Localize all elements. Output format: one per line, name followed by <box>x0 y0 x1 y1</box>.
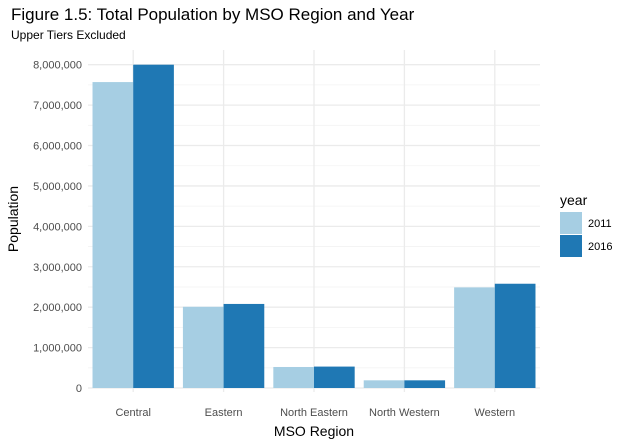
y-tick-label: 3,000,000 <box>33 262 82 274</box>
y-axis-label: Population <box>5 186 21 252</box>
bar-2016 <box>133 64 174 388</box>
legend-swatch <box>560 235 582 257</box>
y-tick-label: 8,000,000 <box>33 60 82 72</box>
y-tick-label: 2,000,000 <box>33 302 82 314</box>
chart-title: Figure 1.5: Total Population by MSO Regi… <box>11 5 415 24</box>
x-axis-label: MSO Region <box>274 423 354 439</box>
bar-2011 <box>363 380 405 388</box>
chart-subtitle: Upper Tiers Excluded <box>11 28 126 42</box>
x-tick-label: North Western <box>369 407 440 419</box>
y-tick-label: 4,000,000 <box>33 221 82 233</box>
bar-2016 <box>223 303 265 388</box>
y-tick-label: 7,000,000 <box>33 100 82 112</box>
x-tick-label: Central <box>115 407 150 419</box>
legend-swatch <box>560 212 582 234</box>
x-tick-label: North Eastern <box>280 407 348 419</box>
legend-label: 2016 <box>588 241 612 253</box>
y-tick-label: 1,000,000 <box>33 343 82 355</box>
bar-2011 <box>182 306 224 388</box>
bar-2011 <box>454 287 495 388</box>
bar-2016 <box>494 283 536 388</box>
legend-title: year <box>560 192 588 208</box>
bar-2011 <box>273 366 314 388</box>
x-tick-label: Eastern <box>205 407 243 419</box>
y-tick-label: 0 <box>76 383 82 395</box>
x-tick-label: Western <box>474 407 515 419</box>
bar-2016 <box>404 380 446 388</box>
y-tick-label: 6,000,000 <box>33 141 82 153</box>
y-tick-label: 5,000,000 <box>33 181 82 193</box>
bar-2011 <box>92 82 134 388</box>
bar-2016 <box>314 366 355 388</box>
legend-label: 2011 <box>588 218 612 230</box>
